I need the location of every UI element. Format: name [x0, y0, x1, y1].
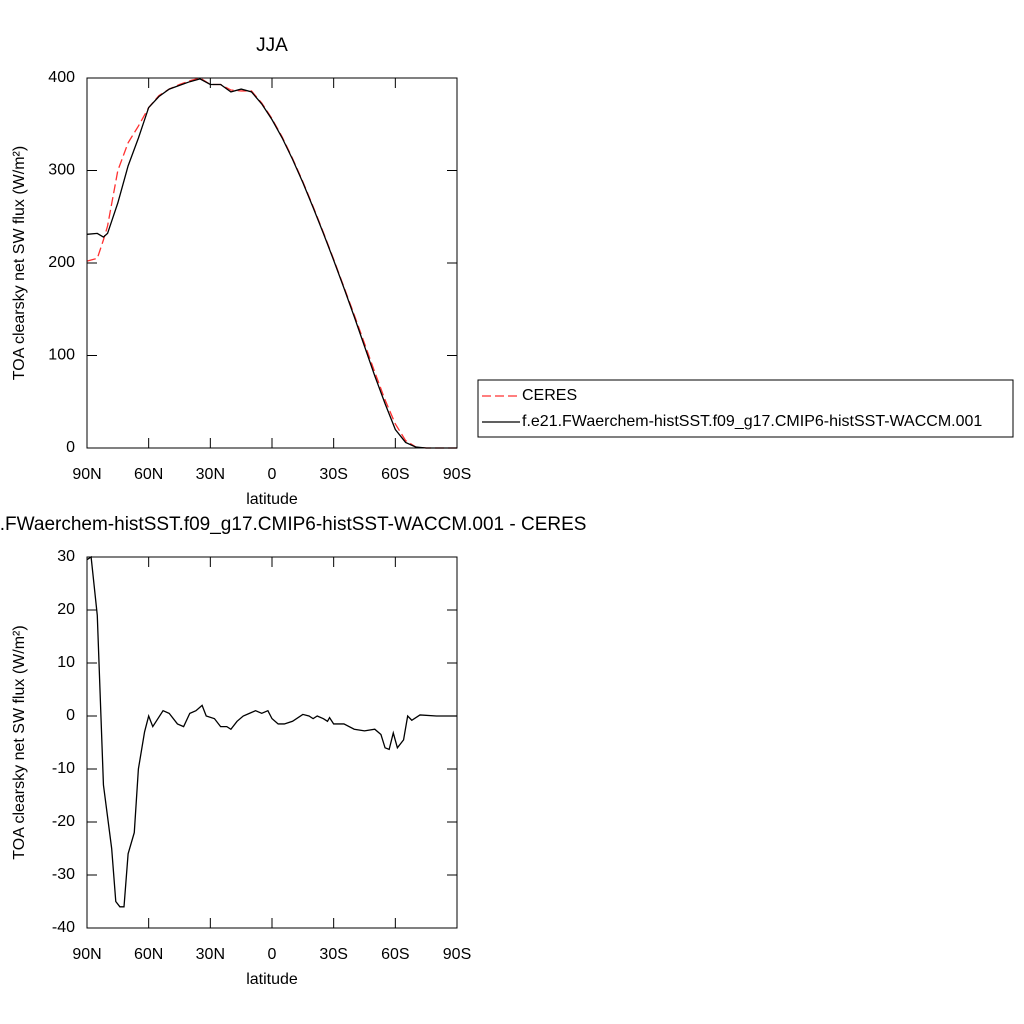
x-axis-label: latitude — [246, 971, 298, 988]
x-tick-label: 60S — [381, 946, 409, 963]
x-tick-label: 90N — [72, 946, 101, 963]
x-tick-label: 30S — [319, 466, 347, 483]
y-tick-label: 100 — [48, 347, 75, 364]
plot-frame — [86, 77, 458, 449]
x-tick-label: 90S — [443, 466, 471, 483]
y-tick-label: 0 — [66, 439, 75, 456]
x-tick-label: 90N — [72, 466, 101, 483]
legend-box — [477, 379, 1014, 438]
legend-label: CERES — [522, 387, 577, 404]
x-axis-label: latitude — [246, 491, 298, 508]
y-axis-label: TOA clearsky net SW flux (W/m²) — [11, 146, 28, 380]
chart-title: f.e21.FWaerchem-histSST.f09_g17.CMIP6-hi… — [0, 514, 586, 535]
y-tick-label: 0 — [66, 707, 75, 724]
y-tick-label: 200 — [48, 254, 75, 271]
x-tick-label: 30S — [319, 946, 347, 963]
x-tick-label: 30N — [196, 946, 225, 963]
x-tick-label: 0 — [268, 946, 277, 963]
y-tick-label: -20 — [52, 813, 75, 830]
x-tick-label: 0 — [268, 466, 277, 483]
y-tick-label: -40 — [52, 919, 75, 936]
y-tick-label: 30 — [57, 548, 75, 565]
y-tick-label: -10 — [52, 760, 75, 777]
x-tick-label: 60S — [381, 466, 409, 483]
x-tick-label: 60N — [134, 466, 163, 483]
data-line — [86, 78, 457, 449]
y-tick-label: 20 — [57, 601, 75, 618]
chart-title: JJA — [256, 35, 288, 56]
data-line — [86, 555, 457, 908]
y-tick-label: -30 — [52, 866, 75, 883]
y-tick-label: 400 — [48, 69, 75, 86]
y-tick-label: 10 — [57, 654, 75, 671]
y-axis-label: TOA clearsky net SW flux (W/m²) — [11, 625, 28, 859]
legend-label: f.e21.FWaerchem-histSST.f09_g17.CMIP6-hi… — [522, 413, 982, 430]
x-tick-label: 30N — [196, 466, 225, 483]
data-line — [86, 77, 457, 449]
y-tick-label: 300 — [48, 162, 75, 179]
plot-frame — [86, 556, 458, 929]
x-tick-label: 90S — [443, 946, 471, 963]
x-tick-label: 60N — [134, 946, 163, 963]
